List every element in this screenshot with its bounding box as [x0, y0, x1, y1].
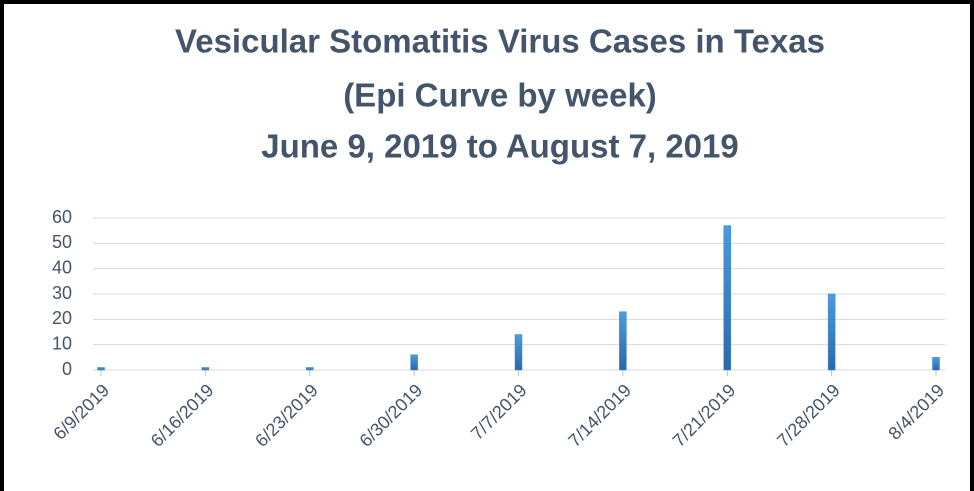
bar — [619, 311, 627, 371]
x-tick-label: 6/23/2019 — [251, 380, 322, 451]
bar — [723, 225, 731, 371]
bar — [201, 367, 210, 371]
chart-subtitle: June 9, 2019 to August 7, 2019 — [261, 128, 738, 165]
x-tick-label: 7/14/2019 — [564, 380, 635, 451]
x-tick-label: 7/21/2019 — [669, 380, 740, 451]
x-tick-label: 7/7/2019 — [467, 380, 531, 444]
y-tick-label: 40 — [52, 257, 72, 277]
y-tick-label: 50 — [52, 232, 72, 252]
x-tick-label: 6/30/2019 — [356, 380, 427, 451]
bar — [932, 357, 940, 371]
bar — [97, 367, 105, 371]
bar — [410, 354, 418, 371]
x-tick-label: 6/16/2019 — [147, 380, 218, 451]
x-tick-label: 6/9/2019 — [49, 380, 113, 444]
y-tick-label: 60 — [52, 207, 72, 227]
bar — [306, 367, 314, 371]
x-tick-label: 7/28/2019 — [773, 380, 844, 451]
y-tick-label: 10 — [52, 333, 72, 353]
chart-subtitle: (Epi Curve by week) — [343, 77, 657, 114]
y-tick-label: 30 — [52, 283, 72, 303]
x-tick-label: 8/4/2019 — [884, 380, 948, 444]
bar — [514, 334, 523, 371]
y-tick-label: 20 — [52, 308, 72, 328]
y-tick-label: 0 — [62, 359, 72, 379]
chart-title: Vesicular Stomatitis Virus Cases in Texa… — [175, 23, 825, 60]
bar — [827, 293, 836, 371]
